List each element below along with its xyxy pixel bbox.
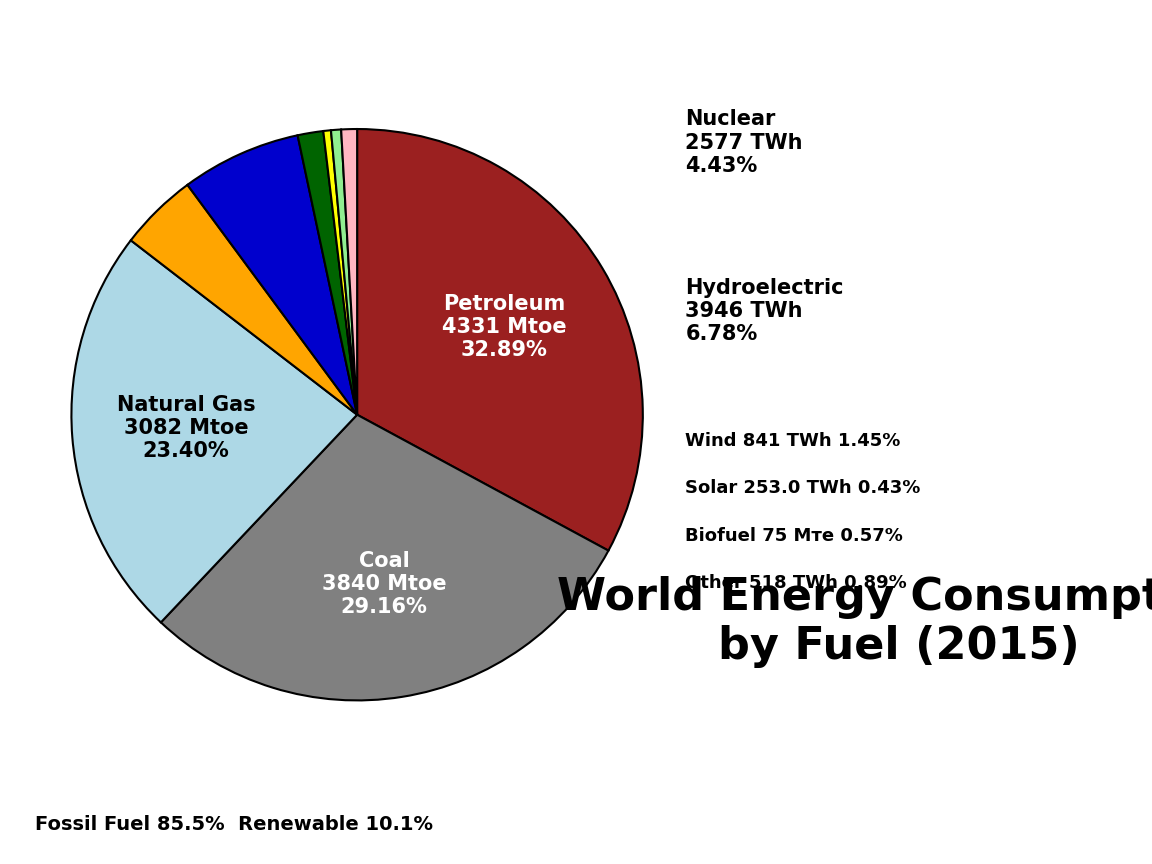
Text: Biofuel 75 Mᴛe 0.57%: Biofuel 75 Mᴛe 0.57% [685, 527, 903, 544]
Text: Nuclear
2577 TWh
4.43%: Nuclear 2577 TWh 4.43% [685, 110, 803, 175]
Text: Petroleum
4331 Mtoe
32.89%: Petroleum 4331 Mtoe 32.89% [442, 294, 567, 360]
Wedge shape [161, 415, 608, 701]
Wedge shape [341, 129, 357, 415]
Text: Other 518 TWh 0.89%: Other 518 TWh 0.89% [685, 575, 907, 592]
Text: Natural Gas
3082 Mtoe
23.40%: Natural Gas 3082 Mtoe 23.40% [116, 395, 256, 461]
Text: Hydroelectric
3946 TWh
6.78%: Hydroelectric 3946 TWh 6.78% [685, 278, 844, 344]
Text: Coal
3840 Mtoe
29.16%: Coal 3840 Mtoe 29.16% [321, 550, 447, 617]
Wedge shape [324, 130, 357, 415]
Text: World Energy Consumption
by Fuel (2015): World Energy Consumption by Fuel (2015) [556, 575, 1152, 669]
Wedge shape [357, 129, 643, 550]
Text: Wind 841 TWh 1.45%: Wind 841 TWh 1.45% [685, 432, 901, 449]
Wedge shape [71, 240, 357, 622]
Wedge shape [131, 185, 357, 415]
Text: Fossil Fuel 85.5%  Renewable 10.1%: Fossil Fuel 85.5% Renewable 10.1% [35, 815, 432, 834]
Wedge shape [331, 130, 357, 415]
Text: Solar 253.0 TWh 0.43%: Solar 253.0 TWh 0.43% [685, 480, 920, 497]
Wedge shape [297, 131, 357, 415]
Wedge shape [188, 136, 357, 415]
